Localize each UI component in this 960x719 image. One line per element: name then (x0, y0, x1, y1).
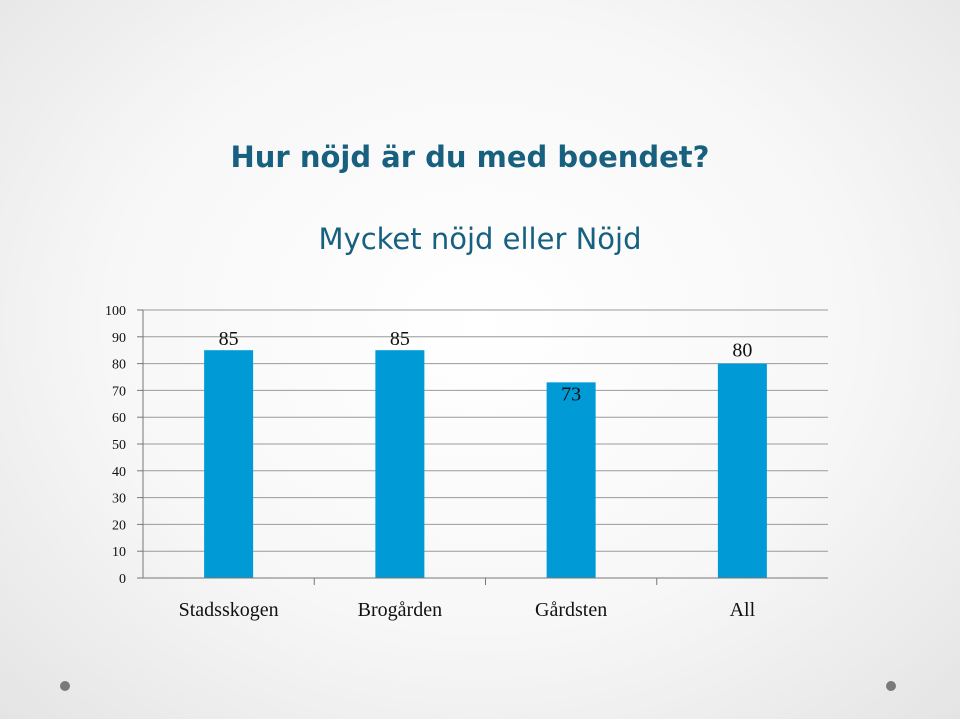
data-label: 73 (561, 383, 581, 405)
bar-brogården (375, 350, 425, 578)
bar-gårdsten (546, 382, 596, 578)
bar-all (717, 363, 767, 578)
data-label: 80 (732, 340, 752, 362)
y-tick-label: 100 (105, 304, 126, 319)
y-tick-label: 50 (112, 438, 126, 453)
y-tick-label: 90 (112, 331, 126, 346)
decor-dot-left (60, 681, 70, 691)
x-category-label: Brogården (358, 599, 442, 621)
y-tick-label: 10 (112, 545, 126, 560)
y-tick-label: 60 (112, 411, 126, 426)
y-axis-ticks: 0 10 20 30 40 50 60 70 80 90 100 (105, 304, 143, 587)
axes (142, 310, 828, 585)
gridlines (143, 309, 828, 579)
x-category-label: Stadsskogen (179, 599, 279, 621)
x-axis-categories: Stadsskogen Brogården Gårdsten All (179, 599, 756, 621)
x-category-label: All (730, 599, 756, 621)
chart-title: Hur nöjd är du med boendet? (230, 140, 710, 174)
data-labels: 85 85 73 80 (219, 328, 753, 405)
data-label: 85 (390, 328, 410, 350)
y-tick-label: 80 (112, 358, 126, 373)
y-tick-label: 30 (112, 492, 126, 507)
chart-subtitle: Mycket nöjd eller Nöjd (318, 222, 642, 256)
bar-stadsskogen (204, 350, 254, 578)
decor-dot-right (886, 681, 896, 691)
y-tick-label: 70 (112, 384, 126, 399)
data-label: 85 (219, 328, 239, 350)
x-category-label: Gårdsten (535, 599, 607, 621)
y-tick-label: 20 (112, 518, 126, 533)
y-tick-label: 0 (119, 572, 126, 587)
bars (204, 350, 767, 578)
y-tick-label: 40 (112, 465, 126, 480)
